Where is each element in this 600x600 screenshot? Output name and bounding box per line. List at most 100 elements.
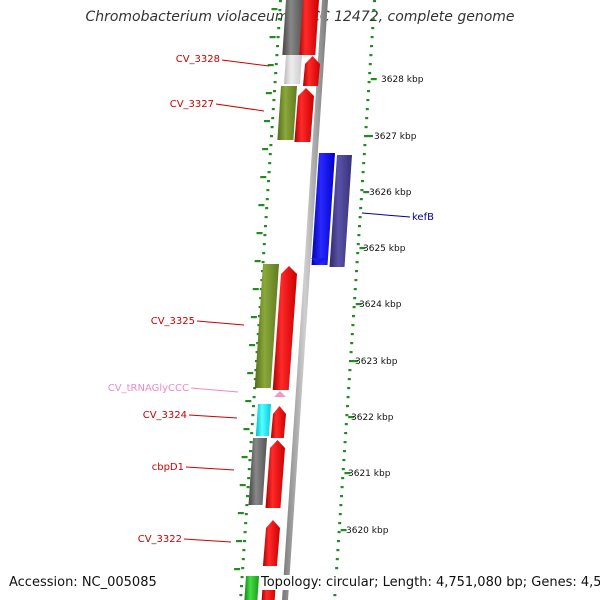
ring-tick-minor — [241, 456, 248, 459]
ring-dot-outer — [353, 288, 357, 291]
scale-tick — [351, 360, 358, 363]
gene-reverse — [248, 438, 267, 505]
gene-label-cv3327[interactable]: CV_3327 — [170, 99, 214, 110]
ring-dot-inner — [273, 81, 277, 84]
ring-dot-outer — [358, 216, 362, 219]
ring-tick-minor — [249, 344, 256, 347]
ring-dot-outer — [347, 387, 351, 390]
scale-label-3622: 3622 kbp — [351, 413, 394, 423]
ring-dot-outer — [341, 468, 345, 471]
ring-dot-outer — [352, 306, 356, 309]
ring-dot-outer — [338, 522, 342, 525]
gene-forward — [265, 440, 285, 508]
ring-dot-outer — [348, 360, 352, 363]
leader-line — [221, 59, 270, 67]
ring-dot-inner — [241, 558, 245, 561]
ring-dot-inner — [260, 279, 264, 282]
ring-dot-inner — [245, 495, 249, 498]
scale-tick — [363, 191, 370, 194]
ring-tick-minor — [254, 260, 261, 263]
gene-forward — [262, 520, 280, 566]
gene-reverse — [329, 155, 352, 267]
ring-dot-inner — [265, 207, 269, 210]
gene-reverse — [244, 576, 259, 600]
ring-dot-inner — [247, 477, 251, 480]
gene-label-cv-trnaglyccc[interactable]: CV_tRNAGlyCCC — [108, 383, 189, 394]
ring-dot-inner — [269, 144, 273, 147]
ring-dot-outer — [365, 117, 369, 120]
scale-tick — [348, 416, 355, 419]
ring-tick-minor — [271, 8, 278, 11]
ring-dot-outer — [366, 90, 370, 93]
ring-dot-inner — [251, 414, 255, 417]
scale-label-3620: 3620 kbp — [346, 526, 389, 536]
ring-dot-inner — [243, 531, 247, 534]
ring-dot-inner — [249, 441, 253, 444]
ring-dot-outer — [336, 540, 340, 543]
ring-dot-inner — [255, 351, 259, 354]
ring-dot-outer — [354, 279, 358, 282]
ring-dot-inner — [242, 549, 246, 552]
scale-label-3623: 3623 kbp — [355, 357, 398, 367]
gene-forward — [302, 56, 320, 86]
gene-label-cv3322[interactable]: CV_3322 — [138, 534, 182, 545]
ring-dot-inner — [260, 270, 264, 273]
ring-dot-outer — [362, 153, 366, 156]
ring-dot-outer — [345, 414, 349, 417]
ring-dot-outer — [359, 207, 363, 210]
ring-dot-outer — [353, 297, 357, 300]
ring-tick-minor — [262, 148, 269, 151]
ring-dot-inner — [254, 369, 258, 372]
ring-dot-outer — [363, 135, 367, 138]
ring-dot-inner — [253, 387, 257, 390]
gene-label-kefB[interactable]: kefB — [412, 212, 434, 223]
ring-tick-minor — [263, 120, 270, 123]
accession-text: Accession: NC_005085 — [7, 575, 159, 590]
ring-dot-inner — [247, 468, 251, 471]
leader-line — [361, 212, 411, 218]
ring-dot-inner — [256, 342, 260, 345]
ring-tick-minor — [252, 288, 259, 291]
gene-track — [244, 0, 352, 600]
ring-dot-inner — [239, 594, 243, 597]
ring-dot-inner — [259, 288, 263, 291]
gene-label-cbpD1[interactable]: cbpD1 — [152, 462, 184, 473]
ring-dot-inner — [248, 450, 252, 453]
gene-label-cv3328[interactable]: CV_3328 — [176, 54, 220, 65]
ring-dot-outer — [369, 54, 373, 57]
ring-dot-outer — [368, 63, 372, 66]
scale-tick — [355, 303, 362, 306]
ring-dot-inner — [256, 333, 260, 336]
ring-dot-outer — [350, 333, 354, 336]
ring-dot-outer — [342, 459, 346, 462]
ring-tick-minor — [243, 428, 250, 431]
ring-dot-inner — [268, 162, 272, 165]
ring-tick-minor — [250, 316, 257, 319]
gene-reverse — [284, 55, 302, 84]
ring-dot-outer — [339, 495, 343, 498]
scale-label-3624: 3624 kbp — [359, 300, 402, 310]
tick-rings — [234, 0, 377, 597]
topology-text: Topology: circular; Length: 4,751,080 bp… — [259, 575, 600, 590]
ring-dot-inner — [245, 504, 249, 507]
gene-reverse — [255, 404, 271, 436]
ring-dot-inner — [266, 189, 270, 192]
ring-dot-inner — [267, 171, 271, 174]
ring-dot-outer — [343, 441, 347, 444]
ring-dot-outer — [338, 513, 342, 516]
ring-dot-inner — [264, 216, 268, 219]
scale-tick — [366, 135, 373, 138]
scale-tick — [344, 472, 351, 475]
gene-label-cv3325[interactable]: CV_3325 — [151, 316, 195, 327]
ring-dot-outer — [348, 369, 352, 372]
gene-label-cv3324[interactable]: CV_3324 — [143, 410, 187, 421]
ring-dot-outer — [369, 45, 373, 48]
leader-line — [190, 387, 239, 393]
ring-dot-outer — [354, 270, 358, 273]
ring-dot-inner — [261, 261, 265, 264]
ring-dot-outer — [344, 432, 348, 435]
gene-forward — [298, 0, 319, 55]
ring-dot-inner — [271, 108, 275, 111]
ring-tick-minor — [245, 400, 252, 403]
